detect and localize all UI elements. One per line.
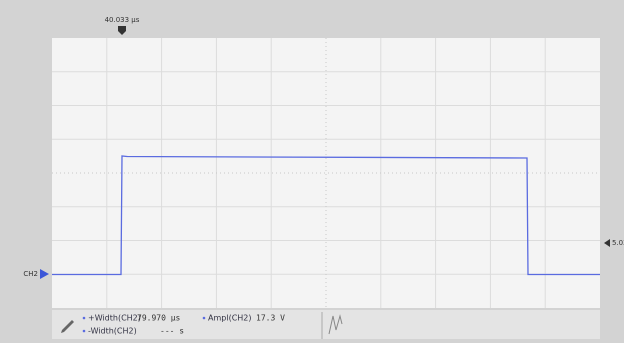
edit-icon[interactable] — [61, 320, 74, 333]
channel-label: CH2 — [23, 270, 38, 278]
waveform — [52, 155, 600, 276]
measurement-name: Ampl(CH2) — [208, 314, 252, 323]
center-axes — [52, 38, 600, 308]
measurement-name: +Width(CH2) — [88, 314, 141, 323]
level-marker[interactable] — [604, 239, 610, 247]
trigger-time: 40.033 µs — [105, 16, 140, 24]
measurement-value: 79.970 µs — [137, 314, 181, 323]
measurement-value: --- s — [160, 327, 184, 336]
level-label: 5.02 — [612, 239, 624, 247]
measurement-panel — [52, 310, 600, 339]
measurement-name: -Width(CH2) — [88, 327, 137, 336]
measurement-value: 17.3 V — [256, 314, 285, 323]
channel-marker[interactable] — [40, 269, 49, 279]
trigger-marker[interactable] — [118, 26, 126, 35]
waveform-icon[interactable] — [328, 314, 343, 335]
